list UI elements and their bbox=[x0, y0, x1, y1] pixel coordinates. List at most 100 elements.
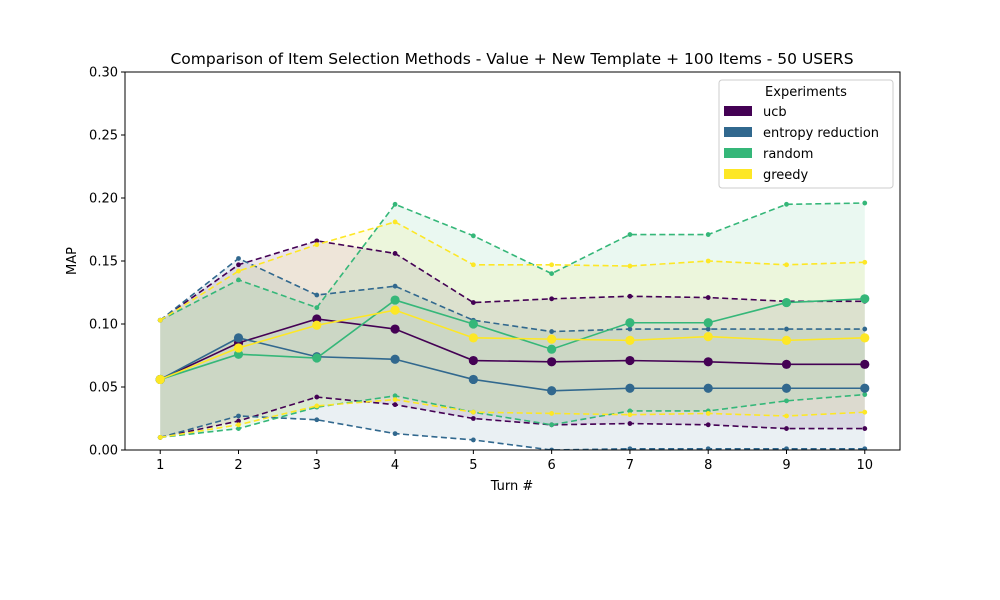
lower-bound-point-0-2 bbox=[314, 394, 320, 400]
mean-point-3-2 bbox=[312, 320, 322, 330]
mean-point-1-6 bbox=[625, 383, 635, 393]
upper-bound-point-2-5 bbox=[549, 271, 555, 276]
upper-bound-point-3-0 bbox=[157, 317, 163, 323]
y-tick-label-1: 0.05 bbox=[89, 381, 118, 396]
lower-bound-point-0-3 bbox=[392, 402, 398, 408]
mean-line-3 bbox=[159, 309, 865, 381]
mean-point-0-9 bbox=[860, 359, 870, 369]
lower-bound-point-1-5 bbox=[549, 447, 555, 450]
lower-bound-point-2-9 bbox=[862, 392, 868, 397]
mean-point-0-4 bbox=[468, 355, 478, 366]
lower-bound-point-0-1 bbox=[236, 418, 241, 424]
confidence-band-1 bbox=[160, 258, 865, 450]
upper-bound-point-2-7 bbox=[705, 232, 711, 237]
upper-bound-point-1-3 bbox=[392, 283, 398, 289]
mean-line-0 bbox=[159, 318, 865, 381]
lower-bound-point-2-3 bbox=[392, 393, 398, 399]
lower-bound-point-2-5 bbox=[549, 422, 555, 428]
legend-swatch-3 bbox=[724, 169, 752, 179]
plot-series-group bbox=[155, 200, 870, 450]
upper-bound-point-2-9 bbox=[862, 200, 868, 206]
upper-bound-point-3-7 bbox=[705, 258, 711, 264]
upper-bound-point-2-8 bbox=[784, 201, 789, 207]
upper-bound-point-1-1 bbox=[236, 256, 241, 261]
y-tick-label-4: 0.20 bbox=[89, 192, 118, 207]
mean-point-1-5 bbox=[547, 386, 557, 396]
mean-point-1-9 bbox=[860, 383, 870, 393]
upper-bound-point-3-4 bbox=[470, 262, 476, 268]
upper-bound-point-0-2 bbox=[314, 238, 320, 244]
upper-bound-point-3-6 bbox=[627, 263, 633, 269]
upper-bound-point-0-3 bbox=[392, 251, 398, 256]
x-tick-label-5: 6 bbox=[548, 458, 556, 473]
confidence-band-3 bbox=[160, 221, 865, 438]
lower-bound-point-0-8 bbox=[784, 426, 789, 431]
legend-frame bbox=[718, 79, 894, 189]
legend-swatch-1 bbox=[724, 127, 752, 137]
mean-point-0-2 bbox=[312, 314, 322, 324]
x-tick-label-9: 10 bbox=[856, 458, 873, 473]
lower-bound-point-2-6 bbox=[627, 408, 633, 414]
mean-line-2 bbox=[159, 298, 865, 381]
y-tick-label-2: 0.10 bbox=[89, 318, 118, 333]
upper-bound-line-1 bbox=[159, 257, 865, 333]
upper-bound-point-2-4 bbox=[470, 233, 476, 239]
lower-bound-point-0-9 bbox=[862, 426, 868, 431]
lower-bound-point-1-7 bbox=[705, 446, 711, 450]
x-tick-label-8: 9 bbox=[782, 458, 790, 473]
mean-point-2-4 bbox=[468, 319, 478, 329]
legend-label-3: greedy bbox=[763, 168, 809, 183]
lower-bound-point-1-1 bbox=[236, 413, 241, 419]
x-tick-label-2: 3 bbox=[313, 458, 321, 473]
legend-label-0: ucb bbox=[763, 105, 787, 120]
mean-point-3-5 bbox=[547, 334, 557, 344]
upper-bound-line-3 bbox=[159, 221, 865, 321]
x-axis-title: Turn # bbox=[490, 479, 534, 494]
lower-bound-point-3-0 bbox=[157, 435, 163, 440]
upper-bound-point-3-1 bbox=[236, 268, 241, 274]
upper-bound-point-1-2 bbox=[314, 292, 320, 298]
y-tick-label-5: 0.25 bbox=[89, 129, 118, 144]
mean-point-2-5 bbox=[547, 344, 557, 354]
lower-bound-point-0-4 bbox=[470, 416, 476, 421]
mean-point-3-1 bbox=[233, 343, 244, 353]
mean-point-1-1 bbox=[233, 333, 244, 343]
lower-bound-point-2-1 bbox=[236, 426, 241, 431]
lower-bound-point-3-2 bbox=[314, 403, 320, 409]
x-tick-label-7: 8 bbox=[704, 458, 712, 473]
x-tick-label-0: 1 bbox=[156, 458, 164, 473]
upper-bound-line-0 bbox=[159, 240, 865, 321]
upper-bound-point-1-9 bbox=[862, 326, 868, 332]
mean-point-3-4 bbox=[468, 333, 478, 343]
x-tick-label-3: 4 bbox=[391, 458, 399, 473]
lower-bound-point-1-3 bbox=[392, 431, 398, 437]
upper-bound-point-1-7 bbox=[705, 326, 711, 332]
lower-bound-point-3-5 bbox=[549, 411, 555, 416]
upper-bound-point-0-5 bbox=[549, 296, 555, 302]
upper-bound-point-1-5 bbox=[549, 329, 555, 334]
mean-point-1-3 bbox=[390, 354, 400, 364]
legend-title: Experiments bbox=[765, 85, 847, 100]
lower-bound-line-0 bbox=[160, 396, 865, 439]
lower-bound-point-3-7 bbox=[705, 411, 711, 416]
mean-point-3-8 bbox=[781, 335, 792, 345]
lower-bound-point-1-9 bbox=[862, 446, 868, 450]
upper-bound-point-1-6 bbox=[627, 326, 633, 332]
upper-bound-point-3-3 bbox=[392, 219, 398, 225]
mean-point-3-3 bbox=[390, 305, 400, 315]
upper-bound-point-3-2 bbox=[314, 242, 320, 248]
lower-bound-point-1-2 bbox=[314, 417, 320, 423]
upper-bound-point-0-4 bbox=[470, 300, 476, 305]
mean-point-0-6 bbox=[625, 355, 635, 366]
lower-bound-point-3-9 bbox=[862, 409, 868, 415]
upper-bound-point-0-1 bbox=[236, 262, 241, 268]
mean-point-0-8 bbox=[781, 359, 792, 369]
y-tick-label-0: 0.00 bbox=[89, 444, 118, 459]
lower-bound-point-3-3 bbox=[392, 397, 398, 402]
mean-point-2-1 bbox=[233, 349, 244, 359]
upper-bound-point-2-3 bbox=[392, 201, 398, 207]
mean-point-2-2 bbox=[312, 353, 322, 363]
legend-label-2: random bbox=[763, 147, 813, 162]
axes: 1 2 3 4 5 6 7 8 9 10 0.00 0.05 0.10 0.15 0.20 0.25 0.30 bbox=[89, 66, 901, 473]
